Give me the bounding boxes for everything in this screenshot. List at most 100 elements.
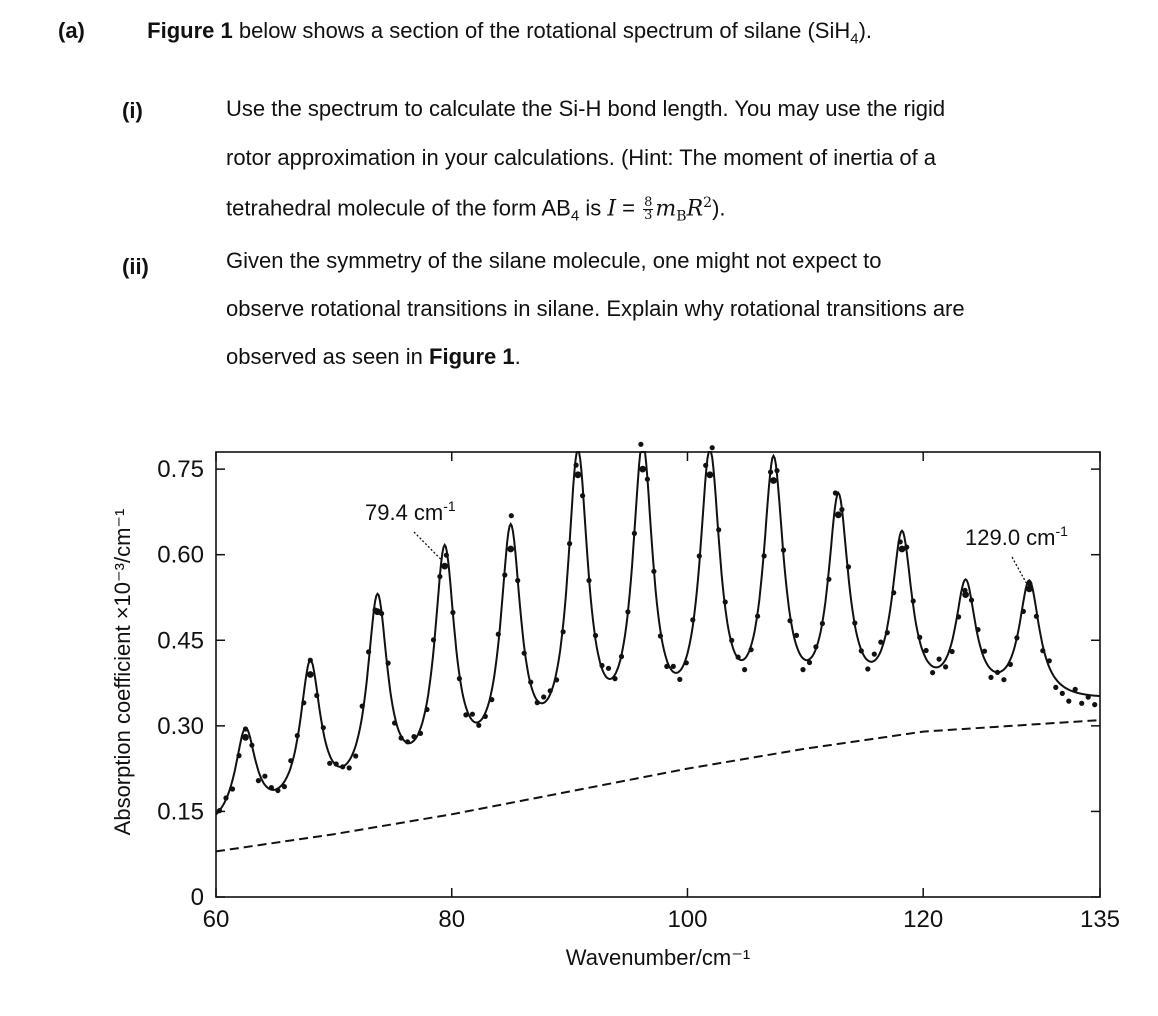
data-point [437, 573, 443, 580]
peak-point [962, 591, 969, 598]
data-point [502, 572, 508, 578]
formula-den: 3 [644, 208, 653, 224]
peak-annotation: 79.4 cm-1 [365, 498, 456, 525]
data-point [1027, 581, 1033, 587]
data-point [735, 654, 741, 660]
data-point [288, 758, 294, 764]
data-point [917, 634, 923, 641]
data-point [819, 620, 826, 627]
sub-ii-line1: Given the symmetry of the silane molecul… [226, 248, 882, 273]
y-axis-label: Absorption coefficient ×10⁻³/cm⁻¹ [110, 509, 135, 836]
data-point [242, 726, 249, 732]
data-point [1007, 661, 1014, 668]
data-point [1020, 608, 1026, 615]
data-point [249, 742, 255, 748]
x-tick-label: 60 [203, 906, 230, 933]
data-point [586, 577, 592, 584]
data-point [800, 667, 806, 673]
data-point [346, 765, 352, 771]
sub-ii-figure-ref: Figure 1 [429, 344, 515, 369]
data-point [968, 597, 975, 603]
data-point [949, 648, 955, 655]
data-point [664, 663, 670, 670]
sub-i-label: (i) [122, 98, 143, 123]
data-point [994, 669, 1001, 676]
data-point [657, 633, 664, 639]
data-point [320, 725, 326, 731]
data-point [528, 679, 534, 685]
data-point [793, 632, 800, 639]
data-point [709, 445, 715, 451]
data-point [469, 711, 475, 717]
data-point [891, 590, 897, 596]
data-point [411, 734, 417, 740]
part-a-text: below shows a section of the rotational … [232, 18, 851, 43]
sub-i-line3: tetrahedral molecule of the form AB4 is … [226, 195, 726, 225]
formula-R: R [686, 196, 704, 222]
x-tick-label: 135 [1080, 906, 1120, 933]
data-point [716, 527, 722, 533]
data-point [1046, 658, 1052, 664]
data-point [871, 651, 877, 657]
fitted-curve [215, 451, 1101, 816]
sub-ii-line3: observed as seen in Figure 1. [226, 344, 521, 370]
data-point [878, 639, 884, 645]
y-tick-label: 0.75 [157, 456, 204, 483]
data-point [631, 530, 638, 537]
data-point [988, 674, 994, 681]
part-a-line: (a) Figure 1 below shows a section of th… [58, 18, 872, 47]
data-point [768, 469, 774, 475]
peak-point [639, 465, 647, 473]
peak-annotation: 129.0 cm-1 [965, 523, 1068, 550]
data-point [275, 787, 281, 794]
data-point [742, 667, 748, 673]
data-point [353, 753, 359, 759]
data-point [904, 544, 910, 550]
sub-i-line3b: is [579, 195, 608, 221]
formula-num: 8 [643, 195, 654, 211]
y-tick-label: 0.60 [157, 542, 204, 569]
figure-ref: Figure 1 [147, 18, 233, 43]
data-point [489, 697, 495, 703]
data-point [845, 564, 852, 570]
data-point [975, 627, 981, 633]
data-point [463, 712, 469, 718]
data-point [605, 665, 612, 671]
data-point [534, 700, 540, 706]
data-point [761, 553, 767, 559]
data-point [638, 441, 644, 447]
data-point [236, 753, 242, 759]
data-point [936, 656, 942, 662]
data-point [690, 617, 696, 623]
data-point [780, 547, 787, 553]
data-point [1001, 677, 1007, 683]
data-point [340, 764, 346, 770]
data-point [865, 666, 871, 672]
data-point [417, 730, 424, 737]
peak-point [1025, 585, 1033, 593]
sub-i-line3-end: ). [712, 195, 726, 221]
data-point [495, 631, 501, 637]
data-point [482, 713, 488, 720]
data-point [385, 660, 391, 666]
data-point [307, 657, 313, 663]
data-point [755, 613, 761, 619]
data-point [359, 703, 365, 709]
data-point [618, 653, 625, 660]
data-point [930, 670, 936, 676]
plot-frame [215, 451, 1101, 898]
data-point [612, 676, 618, 682]
data-point [981, 648, 988, 654]
data-point [1072, 686, 1078, 693]
data-point [229, 786, 236, 792]
x-axis-label: Wavenumber/cm⁻¹ [566, 945, 750, 970]
data-point [592, 632, 599, 639]
data-point [722, 599, 728, 605]
data-point [294, 733, 300, 739]
data-point [443, 552, 449, 558]
data-point [392, 720, 398, 726]
formula-R-sup: 2 [703, 195, 713, 211]
formula-m: m [655, 196, 677, 222]
